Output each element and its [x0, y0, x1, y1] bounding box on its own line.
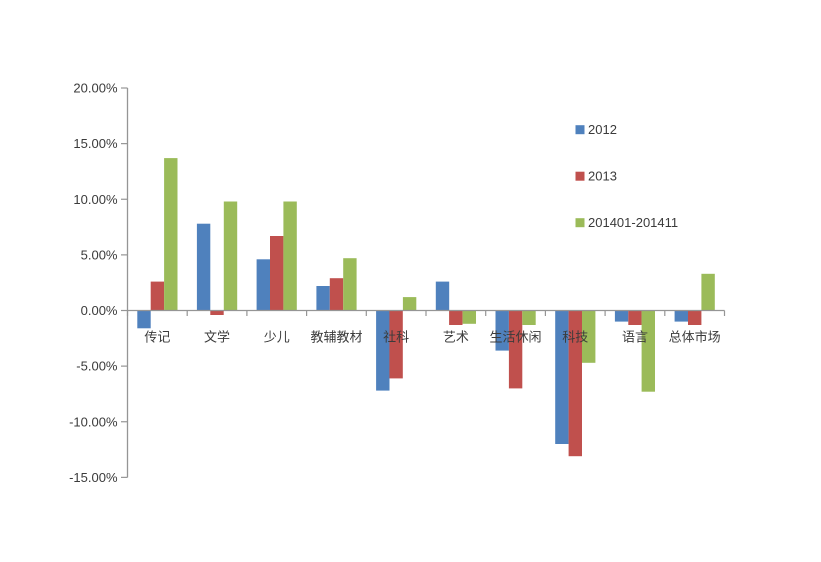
y-tick-label: 0.00% — [81, 303, 118, 318]
bar-2013-8 — [628, 310, 642, 325]
legend-label-2013: 2013 — [588, 169, 617, 184]
bar-2012-2 — [256, 259, 270, 311]
legend-marker-201401-201411 — [575, 218, 585, 228]
bar-201401-201411-9 — [701, 273, 715, 311]
bar-2013-0 — [150, 281, 165, 311]
bar-2012-5 — [435, 281, 450, 311]
bar-2012-6 — [495, 310, 509, 351]
legend-marker-2012 — [575, 125, 585, 135]
x-category-label: 传记 — [144, 330, 170, 345]
bar-2013-5 — [449, 310, 463, 325]
x-category-label: 少儿 — [264, 330, 290, 345]
bar-2012-4 — [376, 310, 390, 391]
x-category-label: 教辅教材 — [310, 330, 362, 345]
y-tick-label: -15.00% — [69, 470, 118, 485]
y-tick-label: -5.00% — [76, 359, 118, 374]
x-category-label: 总体市场 — [669, 330, 721, 345]
bar-201401-201411-7 — [582, 310, 596, 363]
bar-201401-201411-0 — [164, 158, 178, 311]
x-category-label: 社科 — [383, 330, 409, 345]
bar-2013-6 — [508, 310, 523, 389]
x-category-label: 科技 — [562, 330, 588, 345]
bar-201401-201411-3 — [343, 258, 357, 311]
bar-201401-201411-2 — [283, 201, 297, 311]
bar-2012-0 — [137, 310, 151, 329]
bar-2012-3 — [316, 286, 330, 311]
legend-label-2012: 2012 — [588, 122, 617, 137]
y-tick-label: 15.00% — [73, 136, 118, 151]
bar-201401-201411-6 — [522, 310, 536, 325]
bar-2012-1 — [196, 223, 211, 311]
x-category-label: 语言 — [622, 330, 648, 345]
x-category-label: 文学 — [204, 330, 230, 345]
y-tick-label: 5.00% — [81, 247, 118, 262]
bar-201401-201411-5 — [462, 310, 476, 324]
y-tick-label: -10.00% — [69, 414, 118, 429]
bar-2013-1 — [210, 310, 224, 315]
bar-2013-7 — [568, 310, 582, 457]
bar-201401-201411-1 — [223, 201, 238, 311]
bar-2012-8 — [614, 310, 629, 322]
y-tick-label: 20.00% — [73, 81, 118, 96]
bar-2013-9 — [688, 310, 702, 325]
bar-2012-7 — [555, 310, 569, 444]
x-category-label: 艺术 — [443, 330, 469, 345]
bar-2012-9 — [674, 310, 688, 322]
bar-201401-201411-4 — [402, 297, 417, 311]
legend-label-201401-201411: 201401-201411 — [588, 215, 678, 230]
y-tick-label: 10.00% — [73, 192, 118, 207]
bar-2013-4 — [389, 310, 403, 379]
x-category-label: 生活休闲 — [490, 330, 542, 345]
bar-201401-201411-8 — [641, 310, 655, 392]
bar-2013-3 — [329, 278, 344, 311]
legend-marker-2013 — [575, 171, 585, 181]
bar-2013-2 — [270, 236, 284, 311]
